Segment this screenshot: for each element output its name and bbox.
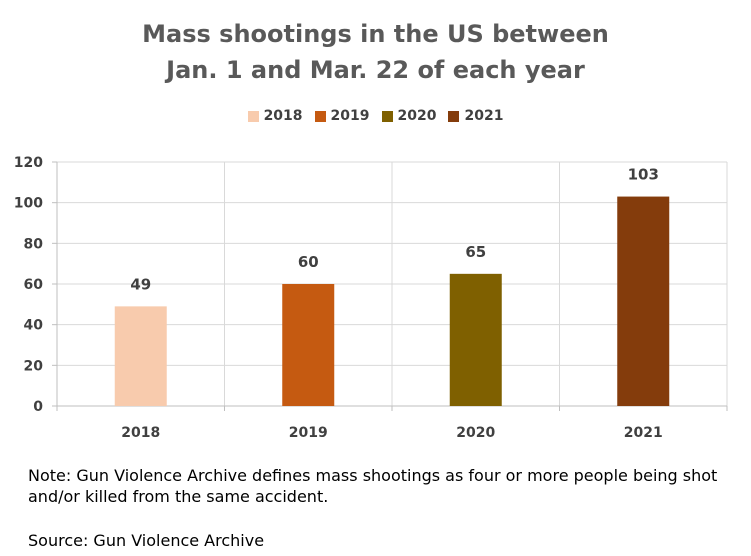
footnote: Note: Gun Violence Archive defines mass … bbox=[28, 466, 718, 506]
legend-item-2019: 2019 bbox=[314, 108, 370, 124]
bar-2018 bbox=[114, 306, 167, 406]
legend-item-2021: 2021 bbox=[448, 108, 503, 124]
data-label-2020: 65 bbox=[465, 243, 486, 261]
y-tick-label-0: 0 bbox=[33, 399, 43, 415]
labels: 0 20 40 60 80 100 120 49 2018 60 2019 65 2020 103 2021 bbox=[14, 155, 663, 441]
legend-label-2020: 2020 bbox=[397, 108, 437, 124]
chart-title-line-2: Jan. 1 and Mar. 22 of each year bbox=[166, 56, 585, 84]
chart-legend: 2018 2019 2020 2021 bbox=[0, 108, 751, 124]
bar-2020 bbox=[449, 273, 502, 406]
y-tick-label-120: 120 bbox=[14, 155, 43, 171]
axes bbox=[52, 161, 728, 411]
y-tick-label-60: 60 bbox=[24, 277, 44, 293]
legend-swatch-2020 bbox=[381, 110, 393, 122]
y-tick-label-100: 100 bbox=[14, 196, 43, 212]
bar-chart: 0 20 40 60 80 100 120 49 2018 60 2019 65 2020 103 2021 bbox=[14, 155, 728, 441]
source-text: Source: Gun Violence Archive bbox=[28, 531, 265, 550]
data-label-2018: 49 bbox=[130, 275, 151, 293]
legend-swatch-2019 bbox=[314, 110, 326, 122]
x-tick-label-2021: 2021 bbox=[624, 425, 663, 441]
y-tick-label-40: 40 bbox=[24, 318, 44, 334]
x-tick-label-2020: 2020 bbox=[456, 425, 495, 441]
legend-swatch-2018 bbox=[247, 110, 259, 122]
x-tick-label-2019: 2019 bbox=[289, 425, 328, 441]
legend-label-2019: 2019 bbox=[330, 108, 370, 124]
gridlines bbox=[57, 161, 728, 406]
chart-title: Mass shootings in the US between Jan. 1 … bbox=[0, 16, 751, 88]
y-tick-label-20: 20 bbox=[24, 358, 44, 374]
bars bbox=[114, 196, 670, 406]
x-tick-label-2018: 2018 bbox=[121, 425, 160, 441]
data-label-2021: 103 bbox=[628, 166, 659, 184]
bar-2021 bbox=[617, 196, 670, 406]
legend-item-2018: 2018 bbox=[247, 108, 303, 124]
legend-swatch-2021 bbox=[448, 110, 460, 122]
bar-2019 bbox=[282, 284, 335, 406]
legend-item-2020: 2020 bbox=[381, 108, 437, 124]
data-label-2019: 60 bbox=[298, 253, 319, 271]
chart-title-line-1: Mass shootings in the US between bbox=[142, 20, 609, 48]
legend-label-2018: 2018 bbox=[263, 108, 303, 124]
y-tick-label-80: 80 bbox=[24, 236, 44, 252]
legend-label-2021: 2021 bbox=[464, 108, 504, 124]
